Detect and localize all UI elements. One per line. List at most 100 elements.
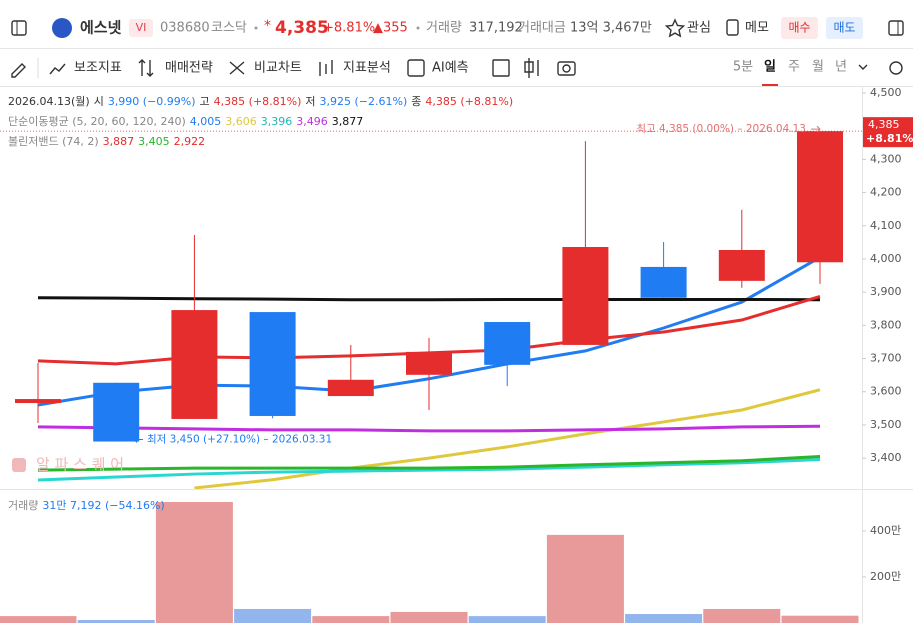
y-tick-label: 3,700	[870, 352, 902, 365]
volume-bar	[625, 614, 703, 623]
volume-tick-label: 400만	[870, 524, 901, 537]
line-series	[194, 388, 821, 489]
high-arrow	[811, 125, 821, 133]
chevron[interactable]	[858, 64, 868, 70]
panel-icon[interactable]	[11, 20, 27, 36]
period-button[interactable]: 일	[764, 60, 776, 75]
watch-button[interactable]: 관심	[687, 21, 711, 36]
y-tick-label: 4,000	[870, 252, 902, 265]
compare-icon[interactable]	[229, 61, 245, 75]
legend-item: 4,005	[190, 115, 222, 128]
candle-body	[93, 382, 140, 442]
legend-item: 2026.04.13(월)	[8, 95, 90, 108]
draw-icon[interactable]	[11, 63, 26, 78]
y-tick-label: 4,300	[870, 152, 902, 165]
line-series	[37, 454, 821, 472]
legend-item: 단순이동평균 (5, 20, 60, 120, 240)	[8, 115, 186, 128]
logo	[52, 18, 72, 38]
market: 코스닥	[211, 21, 247, 36]
volume-bar	[77, 620, 155, 623]
y-tick-label: 3,500	[870, 418, 902, 431]
period-button[interactable]: 주	[788, 60, 800, 75]
candle-body	[327, 379, 374, 397]
volume-bar	[0, 616, 77, 623]
watermark: 알 파 스 퀘 어	[36, 456, 124, 474]
tool-button[interactable]: 지표분석	[343, 61, 391, 76]
buy-button[interactable]: 매수	[788, 21, 810, 35]
memo-button[interactable]: 메모	[745, 21, 769, 36]
candle-body	[718, 249, 765, 281]
panel-icon[interactable]	[888, 20, 904, 36]
sell-bg[interactable]	[826, 17, 863, 39]
period-button[interactable]: 5분	[733, 60, 753, 75]
legend-item: 3,396	[261, 115, 293, 128]
amount: 13억 3,467만	[570, 21, 652, 36]
sell-button[interactable]: 매도	[833, 21, 855, 35]
volume-bar	[781, 615, 859, 623]
line-series	[37, 424, 821, 433]
legend-item: 3,606	[225, 115, 257, 128]
volume-bar	[390, 611, 468, 623]
legend-item: 시	[94, 95, 104, 108]
line-series	[37, 457, 821, 482]
tool-button[interactable]: AI예측	[432, 61, 469, 76]
volume-bar	[468, 616, 546, 623]
price-tag-value: 4,385	[868, 118, 900, 131]
candle-body	[797, 131, 843, 263]
y-tick-label: 4,200	[870, 186, 902, 199]
price-plot	[15, 131, 843, 489]
star-icon[interactable]	[664, 18, 686, 38]
volume-tick-label: 200만	[870, 570, 901, 583]
change-pct: +8.81%	[323, 21, 375, 36]
dot	[254, 26, 258, 30]
watermark-logo	[12, 458, 26, 472]
candle-icon[interactable]	[524, 58, 539, 78]
y-tick-label: 3,900	[870, 285, 902, 298]
legend-line: 볼린저밴드 (74, 2) 3,887 3,405 2,922	[8, 135, 205, 148]
legend-item: 3,405	[138, 135, 170, 148]
legend-item: 3,877	[332, 115, 364, 128]
legend-item: 저	[305, 95, 315, 108]
period-button[interactable]: 년	[835, 60, 847, 75]
volume-label: 거래량	[426, 21, 462, 36]
legend-item: 볼린저밴드 (74, 2)	[8, 135, 99, 148]
high-note: 최고 4,385 (0.00%) – 2026.04.13	[636, 123, 806, 135]
price-tag-change: +8.81%	[866, 132, 913, 145]
period-button[interactable]: 월	[812, 60, 824, 75]
square-icon[interactable]	[492, 59, 510, 77]
low-note: 최저 3,450 (+27.10%) – 2026.03.31	[147, 434, 332, 446]
volume-bar	[703, 608, 781, 623]
volume-value: 31만 7,192 (−54.16%)	[42, 499, 164, 512]
tool-button[interactable]: 보조지표	[74, 61, 122, 76]
volume-label: 거래량	[8, 499, 38, 512]
candle-body	[562, 247, 609, 345]
price-tag	[863, 117, 913, 148]
ai-icon[interactable]	[407, 59, 425, 77]
candle-body	[171, 310, 218, 419]
settings-icon[interactable]	[889, 61, 903, 75]
indicator-icon[interactable]	[49, 63, 66, 75]
tool-button[interactable]: 매매전략	[165, 61, 213, 76]
candle-body	[484, 322, 531, 365]
low-arrow	[133, 436, 143, 443]
strategy-icon[interactable]	[138, 59, 154, 77]
memo-icon[interactable]	[726, 19, 739, 36]
camera-icon[interactable]	[557, 61, 576, 76]
buy-bg[interactable]	[781, 17, 818, 39]
legend-item: 3,990 (−0.99%)	[108, 95, 196, 108]
legend-item: 고	[200, 95, 210, 108]
tool-button[interactable]: 비교차트	[254, 61, 302, 76]
code: 038680	[160, 21, 210, 36]
legend-item: 종	[411, 95, 421, 108]
y-tick-label: 4,500	[870, 86, 902, 99]
analysis-icon[interactable]	[319, 60, 333, 76]
legend-item: 4,385 (+8.81%)	[425, 95, 513, 108]
volume-bar	[312, 616, 390, 623]
camera-lens	[562, 64, 571, 73]
amount-label: 거래대금	[518, 21, 566, 36]
stock-name: 에스넷	[80, 19, 122, 37]
legend-line: 단순이동평균 (5, 20, 60, 120, 240) 4,005 3,606 3,…	[8, 115, 363, 128]
legend-item: 3,887	[103, 135, 135, 148]
badge: VI	[136, 21, 147, 34]
dot	[416, 26, 420, 30]
